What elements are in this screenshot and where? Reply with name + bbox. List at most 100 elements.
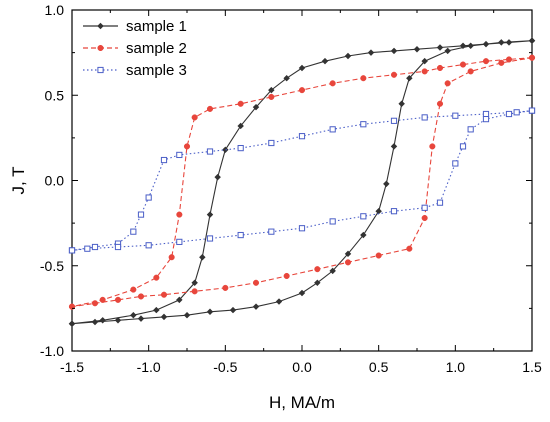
data-point <box>168 254 175 261</box>
data-point <box>222 284 229 291</box>
data-point <box>283 272 290 280</box>
data-point <box>176 238 183 245</box>
data-point <box>114 317 122 324</box>
data-point <box>344 250 352 258</box>
data-point <box>206 308 214 316</box>
data-point <box>344 52 352 60</box>
data-point <box>436 64 444 72</box>
data-point <box>84 245 91 252</box>
data-point <box>137 315 145 322</box>
data-point <box>68 247 76 254</box>
data-point <box>114 296 122 303</box>
data-point <box>160 291 168 298</box>
data-point <box>421 204 428 211</box>
y-tick-label: 0.5 <box>45 87 65 103</box>
data-point <box>329 267 336 275</box>
data-point <box>176 151 183 159</box>
data-point <box>429 143 436 150</box>
x-tick-label: 0.0 <box>292 359 312 375</box>
data-point <box>298 133 306 140</box>
data-point <box>360 75 367 82</box>
data-point <box>406 74 413 82</box>
data-point <box>421 114 428 121</box>
data-point <box>145 242 152 249</box>
data-point <box>268 228 275 235</box>
data-point <box>329 218 336 225</box>
data-point <box>390 208 398 215</box>
data-point <box>252 303 260 310</box>
data-point <box>68 320 76 327</box>
legend-label: sample 2 <box>126 40 187 57</box>
data-point <box>505 39 513 46</box>
data-point <box>268 139 275 147</box>
x-axis-label: H, MA/m <box>269 393 335 412</box>
data-point <box>183 143 191 150</box>
legend-marker <box>97 44 104 52</box>
data-point <box>329 126 336 133</box>
y-tick-label: 1.0 <box>45 2 65 18</box>
data-point <box>452 112 459 119</box>
data-point <box>421 214 428 222</box>
data-point <box>137 293 145 300</box>
x-tick-label: -0.5 <box>213 359 237 375</box>
data-point <box>498 59 505 66</box>
data-point <box>237 100 244 107</box>
legend: sample 1 sample 2 sample 3 <box>83 18 187 79</box>
series-3 <box>68 107 536 254</box>
series-layer <box>68 37 536 327</box>
y-axis-label: J, T <box>9 166 28 194</box>
data-point <box>482 58 490 65</box>
data-point <box>91 300 99 307</box>
data-point <box>314 266 321 273</box>
data-point <box>390 71 398 78</box>
data-point <box>444 80 451 87</box>
data-point <box>459 61 467 68</box>
data-point <box>528 37 536 44</box>
x-tick-label: 1.5 <box>522 359 542 375</box>
data-point <box>298 225 306 232</box>
data-point <box>283 74 290 82</box>
data-point <box>467 68 474 75</box>
data-point <box>505 56 513 63</box>
data-point <box>183 311 191 319</box>
data-point <box>191 288 198 295</box>
data-point <box>91 243 99 251</box>
x-tick-label: -1.0 <box>137 359 161 375</box>
data-point <box>528 107 536 114</box>
data-point <box>298 87 306 94</box>
data-point <box>99 317 106 324</box>
data-point <box>114 243 122 251</box>
data-point <box>413 45 421 53</box>
data-point <box>360 121 367 128</box>
data-point <box>513 109 520 116</box>
data-point <box>482 110 490 118</box>
data-point <box>375 252 382 259</box>
data-point <box>153 306 160 314</box>
y-tick-label: -0.5 <box>40 258 64 274</box>
data-point <box>436 100 444 107</box>
legend-marker <box>97 66 104 74</box>
data-point <box>398 100 405 107</box>
data-point <box>237 145 244 152</box>
data-point <box>191 114 198 121</box>
data-point <box>467 42 474 50</box>
data-point <box>191 279 198 287</box>
data-point <box>252 279 260 286</box>
data-point <box>421 68 428 75</box>
data-point <box>206 211 214 218</box>
data-point <box>436 44 444 51</box>
data-point <box>268 93 275 101</box>
data-point <box>137 211 145 218</box>
series-2 <box>68 54 536 310</box>
data-point <box>444 47 451 55</box>
data-point <box>321 57 329 65</box>
data-point <box>406 245 413 252</box>
legend-label: sample 1 <box>126 18 187 35</box>
data-point <box>145 194 152 201</box>
data-point <box>91 318 99 326</box>
data-point <box>360 231 367 239</box>
x-tick-label: 1.0 <box>446 359 466 375</box>
data-point <box>252 103 260 111</box>
